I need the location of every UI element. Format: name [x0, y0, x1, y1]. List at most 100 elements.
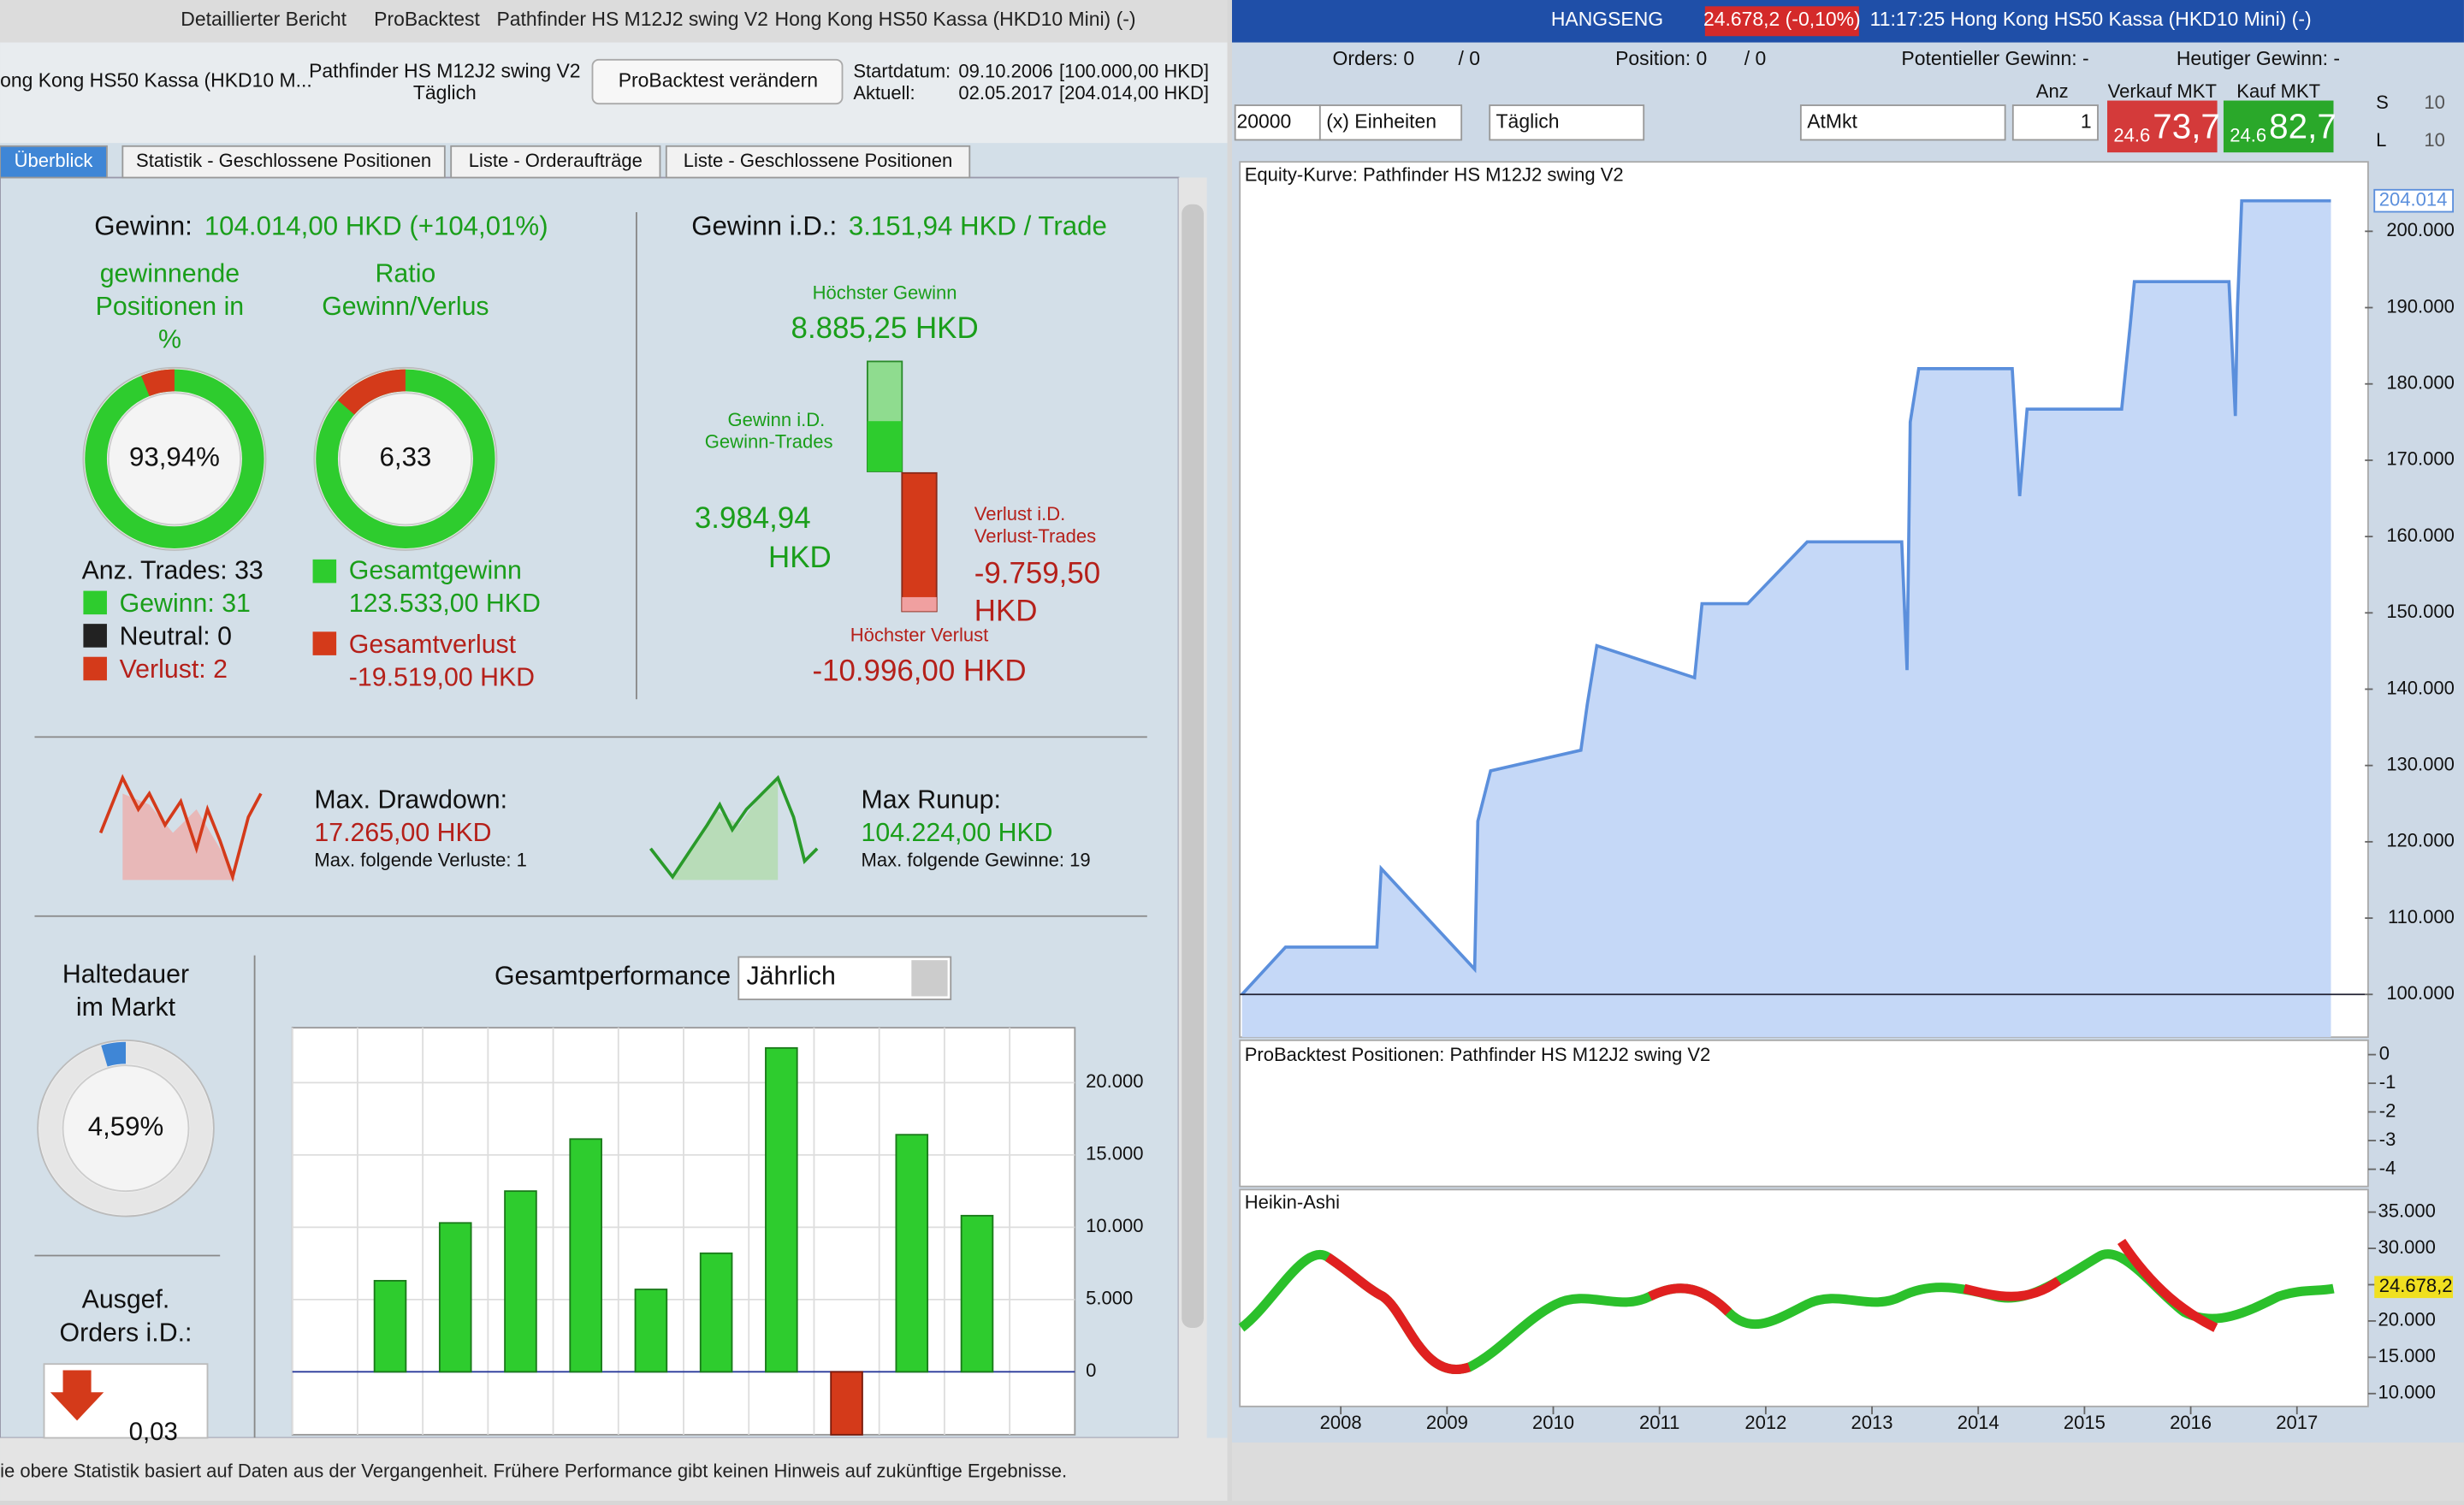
select-arrow[interactable]	[911, 960, 948, 997]
x-tick-label: 2008	[1320, 1412, 1362, 1433]
label: Höchster Gewinn	[813, 281, 957, 303]
label: Max Runup:	[862, 786, 1001, 815]
button-label: ProBacktest verändern	[619, 69, 818, 92]
label: 10	[2424, 129, 2445, 151]
label: 1	[2081, 110, 2092, 132]
x-tick-label: 2013	[1851, 1412, 1893, 1433]
last-price: 24.678,2	[2379, 1275, 2453, 1296]
bar	[895, 1134, 929, 1373]
label: 82,7	[2269, 106, 2337, 145]
x-tick-label: 2015	[2064, 1412, 2106, 1433]
bar	[504, 1190, 537, 1373]
y-tick-label: 20.000	[1086, 1070, 1143, 1092]
y-tick-label: 150.000	[2386, 601, 2455, 622]
label: 104.224,00 HKD	[862, 819, 1053, 847]
y-tick-label: -3	[2379, 1129, 2396, 1150]
footer-bar	[0, 1437, 1228, 1501]
label: Täglich	[1496, 110, 1560, 132]
heikin-trend	[1324, 1238, 2218, 1374]
label: Pathfinder HS M12J2 swing V2	[309, 60, 580, 82]
scroll-thumb[interactable]	[1182, 204, 1204, 1328]
label: Ratio	[376, 259, 436, 287]
label: 73,7	[2153, 106, 2220, 145]
bar	[438, 1222, 472, 1373]
ordertype-box[interactable]	[1799, 104, 2006, 141]
legend-swatch	[83, 624, 107, 648]
label: HKD	[974, 595, 1038, 628]
last-value: 204.014	[2379, 188, 2448, 210]
label: 104.014,00 HKD (+104,01%)	[204, 211, 548, 241]
donut-arc	[316, 369, 495, 548]
y-tick-label: 5.000	[1086, 1288, 1133, 1309]
tab[interactable]	[0, 145, 108, 179]
donut-center	[338, 392, 472, 526]
bar	[569, 1138, 602, 1373]
label: 24.6	[2230, 125, 2266, 146]
y-tick-label: 100.000	[2386, 982, 2455, 1004]
label: 93,94%	[129, 442, 220, 472]
x-tick-label: 2017	[2276, 1412, 2318, 1433]
bar	[634, 1289, 668, 1373]
y-tick-label: -4	[2379, 1157, 2396, 1178]
label: Kauf MKT	[2236, 80, 2320, 102]
units-box[interactable]	[1318, 104, 1463, 141]
label: Max. folgende Verluste: 1	[314, 849, 526, 870]
label: -10.996,00 HKD	[812, 654, 1026, 687]
sell-button[interactable]	[2107, 100, 2218, 153]
period-box[interactable]	[1489, 104, 1645, 141]
tab[interactable]	[450, 145, 661, 179]
y-tick-label: 130.000	[2386, 753, 2455, 774]
y-tick-label: 15.000	[2378, 1345, 2436, 1366]
tab[interactable]	[665, 145, 971, 179]
label: 09.10.2006	[958, 60, 1052, 81]
anz-box[interactable]	[2011, 104, 2099, 141]
x-tick-label: 2009	[1426, 1412, 1468, 1433]
bar	[960, 1214, 994, 1373]
button[interactable]	[591, 58, 844, 105]
buy-button[interactable]	[2223, 100, 2334, 153]
label: 3.984,94	[695, 501, 811, 535]
y-tick-label: 160.000	[2386, 524, 2455, 546]
y-tick-label: 140.000	[2386, 677, 2455, 698]
tab-label: Liste - Geschlossene Positionen	[684, 150, 953, 171]
label: AtMkt	[1807, 110, 1857, 132]
x-tick-label: 2016	[2170, 1412, 2212, 1433]
qty-box[interactable]	[1234, 104, 1321, 141]
tab-label: Überblick	[15, 150, 94, 171]
label: ie obere Statistik basiert auf Daten aus…	[0, 1461, 1067, 1482]
legend-swatch	[312, 559, 337, 584]
label: Gewinn/Verlus	[322, 293, 489, 321]
y-tick-label: 10.000	[1086, 1215, 1143, 1236]
x-tick-label: 2010	[1532, 1412, 1574, 1433]
y-tick-label: 170.000	[2386, 448, 2455, 470]
label: -9.759,50	[974, 556, 1100, 590]
label: Höchster Verlust	[850, 625, 989, 646]
quote: 24.678,2 (-0,10%)	[1703, 8, 1861, 30]
positions-pane	[1239, 1039, 2369, 1188]
label: / 0	[1458, 47, 1480, 69]
market: HANGSENG	[1551, 8, 1663, 30]
loss-bar	[901, 471, 938, 613]
label: Gesamtverlust	[349, 631, 517, 659]
label: Potentieller Gewinn: -	[1901, 47, 2088, 69]
label: Gewinn i.D.	[728, 409, 826, 430]
tab[interactable]	[121, 145, 446, 179]
drawdown-line	[98, 773, 263, 883]
y-tick-label: 190.000	[2386, 295, 2455, 317]
label: / 0	[1744, 47, 1767, 69]
label: Hong Kong HS50 Kassa (HKD10 Mini) (-)	[775, 8, 1136, 30]
gain-bar	[867, 421, 903, 471]
header-text: ong Kong HS50 Kassa (HKD10 M...	[0, 69, 312, 92]
y-tick-label: 30.000	[2378, 1236, 2436, 1258]
label: S	[2376, 92, 2389, 113]
label: Aktuell:	[853, 82, 915, 104]
y-tick-label: 180.000	[2386, 372, 2455, 394]
y-tick-label: 10.000	[2378, 1382, 2436, 1403]
label: 6,33	[380, 442, 432, 472]
label: im Markt	[76, 993, 176, 1022]
label: Startdatum:	[853, 60, 951, 81]
label: ProBacktest	[374, 8, 480, 30]
label: Max. Drawdown:	[314, 786, 507, 815]
label: Haltedauer	[62, 961, 189, 989]
